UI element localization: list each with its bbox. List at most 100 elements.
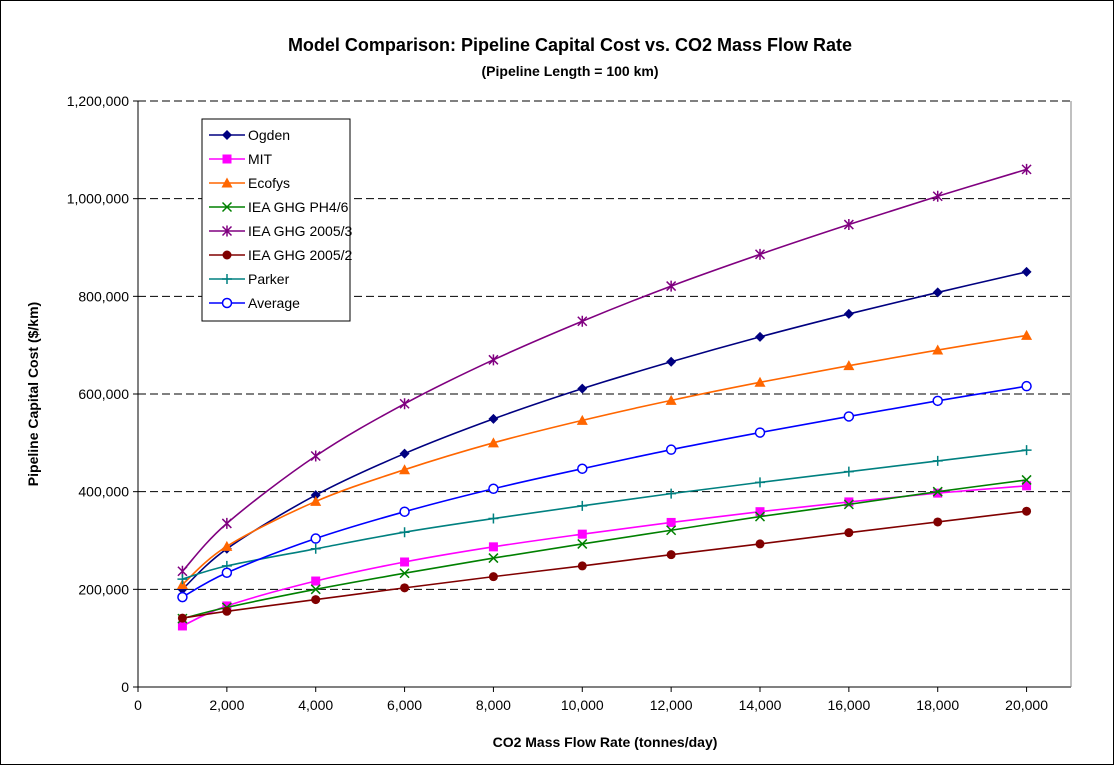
data-point-marker [932, 455, 943, 466]
data-point-marker [932, 344, 944, 355]
data-point-marker [222, 274, 232, 284]
data-point-marker [843, 466, 854, 477]
data-point-marker [932, 395, 943, 407]
data-point-marker [399, 448, 410, 459]
legend-label: MIT [248, 151, 273, 167]
data-point-marker [400, 583, 410, 593]
data-point-marker [1021, 163, 1032, 175]
data-point-marker [310, 533, 321, 544]
data-point-marker [222, 606, 232, 616]
chart-title: Model Comparison: Pipeline Capital Cost … [288, 35, 852, 55]
y-tick-label: 200,000 [78, 581, 129, 597]
data-point-marker [843, 219, 854, 231]
legend-item: IEA GHG 2005/2 [209, 247, 352, 263]
data-point-marker [488, 572, 498, 582]
y-tick-label: 800,000 [78, 288, 129, 304]
data-point-marker [487, 437, 499, 448]
data-point-marker [754, 376, 766, 387]
data-point-marker [755, 331, 765, 342]
data-point-marker [666, 488, 677, 499]
x-tick-label: 10,000 [561, 697, 604, 713]
series-6 [177, 445, 1032, 585]
legend-label: Ogden [248, 127, 290, 143]
data-point-marker [1021, 266, 1032, 277]
legend-label: IEA GHG PH4/6 [248, 199, 349, 215]
data-point-marker [1021, 445, 1032, 456]
data-point-marker [577, 529, 587, 539]
data-point-marker [843, 308, 854, 319]
data-point-marker [754, 248, 766, 260]
x-tick-label: 16,000 [827, 697, 870, 713]
y-tick-label: 400,000 [78, 484, 129, 500]
data-point-marker [577, 463, 588, 474]
data-point-marker [932, 486, 943, 497]
data-point-marker [754, 427, 766, 438]
data-point-marker [576, 414, 588, 425]
data-point-marker [577, 538, 588, 549]
legend-item: MIT [209, 151, 273, 167]
data-point-marker [221, 201, 233, 213]
data-point-marker [1021, 380, 1032, 392]
y-axis-ticks: 0 200,000 400,000 600,000 800,000 1,000,000 1,… [67, 93, 138, 695]
chart-subtitle: (Pipeline Length = 100 km) [482, 63, 659, 79]
y-tick-label: 1,000,000 [67, 191, 129, 207]
series-7 [177, 380, 1032, 603]
data-point-marker [488, 513, 499, 524]
data-point-marker [399, 464, 411, 475]
data-point-marker [399, 506, 410, 517]
legend-label: IEA GHG 2005/2 [248, 247, 352, 263]
x-tick-label: 2,000 [209, 697, 244, 713]
data-point-marker [666, 550, 676, 560]
data-point-marker [488, 413, 499, 424]
data-point-marker [222, 154, 232, 164]
data-point-marker [222, 130, 232, 140]
data-point-marker [933, 517, 943, 527]
series-4 [177, 163, 1032, 577]
legend: Ogden MIT Ecofys IEA GHG PH4/6 IEA GHG 2005/… [201, 118, 352, 322]
data-point-marker [221, 225, 233, 237]
data-point-marker [400, 557, 410, 567]
legend-label: IEA GHG 2005/3 [248, 223, 352, 239]
series-2 [176, 329, 1033, 589]
data-point-marker [843, 499, 854, 510]
data-point-marker [666, 525, 677, 536]
data-point-marker [844, 528, 854, 538]
x-tick-label: 4,000 [298, 697, 333, 713]
y-tick-label: 0 [121, 679, 129, 695]
x-tick-label: 0 [134, 697, 142, 713]
data-point-marker [399, 398, 410, 410]
data-point-marker [1021, 474, 1032, 485]
data-point-marker [311, 576, 321, 586]
data-point-marker [221, 567, 233, 578]
legend-item: Parker [209, 271, 290, 287]
legend-item: Average [209, 295, 300, 311]
series-1 [177, 481, 1032, 631]
data-point-marker [310, 450, 321, 462]
data-point-marker [221, 540, 233, 551]
data-point-marker [488, 542, 498, 552]
data-point-marker [666, 517, 676, 527]
data-point-marker [844, 497, 854, 507]
data-point-marker [843, 411, 855, 422]
series-5 [177, 506, 1032, 623]
y-tick-label: 600,000 [78, 386, 129, 402]
data-point-marker [754, 511, 766, 522]
legend-box [201, 118, 351, 322]
data-point-marker [488, 483, 499, 494]
series-layer [176, 163, 1033, 631]
data-point-marker [665, 444, 677, 455]
x-tick-label: 12,000 [650, 697, 693, 713]
data-point-marker [1022, 481, 1032, 491]
data-point-marker [932, 287, 943, 298]
legend-item: Ecofys [209, 175, 290, 191]
data-point-marker [577, 500, 588, 511]
data-point-marker [755, 507, 765, 517]
legend-item: Ogden [209, 127, 290, 143]
x-tick-label: 14,000 [739, 697, 782, 713]
x-axis-ticks: 0 2,000 4,000 6,000 8,000 10,000 12,000 14,000 1… [134, 687, 1048, 713]
legend-label: Average [248, 295, 300, 311]
legend-label: Parker [248, 271, 290, 287]
data-point-marker [399, 527, 410, 538]
x-tick-label: 6,000 [387, 697, 422, 713]
